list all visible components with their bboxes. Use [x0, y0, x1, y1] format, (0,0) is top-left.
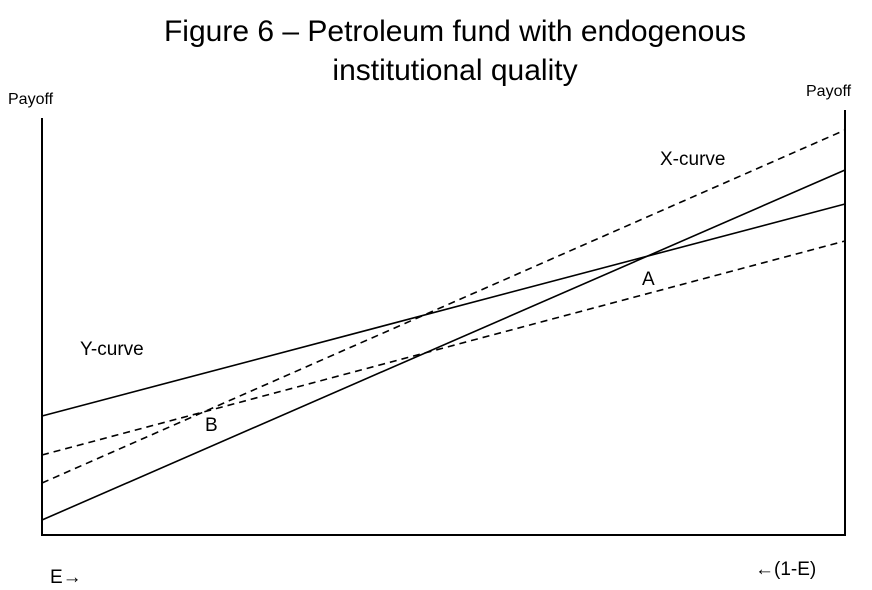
y-curve-label: Y-curve [80, 339, 144, 360]
left-axis-label: Payoff [8, 91, 54, 108]
x-curve-dashed [41, 129, 846, 484]
y-curve-solid [41, 203, 846, 417]
title-line: Figure 6 – Petroleum fund with endogenou… [164, 15, 746, 48]
bottom-right-label: ←(1-E) [755, 559, 816, 580]
bottom-left-label: E→ [50, 567, 82, 588]
axes [41, 110, 846, 536]
point-a-label: A [642, 269, 655, 290]
x-curve-solid [41, 169, 846, 521]
right-axis-label: Payoff [806, 83, 852, 100]
y-curve-dashed [41, 240, 846, 456]
x-curve-label: X-curve [660, 149, 725, 170]
point-b-label: B [205, 415, 218, 436]
title-line: institutional quality [332, 54, 577, 87]
